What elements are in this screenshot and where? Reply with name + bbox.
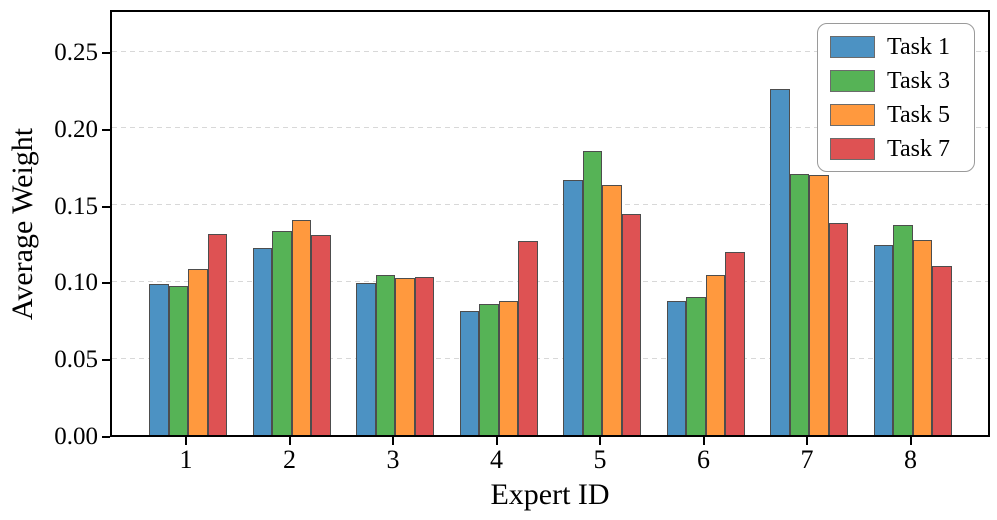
x-tick-label: 3 (386, 445, 400, 474)
gridline (112, 357, 988, 359)
bar (789, 173, 809, 435)
bar (356, 282, 376, 435)
x-tick-label: 8 (904, 445, 917, 474)
x-axis-title: Expert ID (490, 478, 610, 511)
y-tick-mark (102, 359, 110, 362)
bar (498, 301, 518, 435)
legend-label: Task 7 (887, 135, 950, 162)
bar (912, 239, 932, 435)
bar (207, 233, 227, 435)
legend-swatch (830, 35, 875, 58)
legend-item: Task 3 (830, 68, 962, 94)
bar (414, 276, 434, 435)
bar (311, 235, 331, 435)
bar (725, 252, 745, 435)
legend-item: Task 5 (830, 102, 962, 128)
bar (873, 244, 893, 435)
bar (602, 184, 622, 435)
bar (188, 269, 208, 435)
legend-label: Task 5 (887, 101, 950, 128)
bar (666, 301, 686, 435)
legend-item: Task 1 (830, 34, 962, 60)
bar (582, 150, 602, 435)
gridline (112, 50, 988, 52)
x-tick-label: 7 (800, 445, 814, 474)
bar (459, 310, 479, 435)
x-tick-label: 1 (179, 445, 193, 474)
y-tick-label: 0.20 (54, 115, 98, 143)
x-tick-mark (599, 437, 601, 445)
bar (809, 175, 829, 435)
plot-area: Task 1 Task 3 Task 5 Task 7 (110, 10, 990, 437)
bar (518, 241, 538, 435)
y-tick-mark (102, 282, 110, 285)
y-tick-label: 0.25 (54, 39, 98, 66)
x-tick-mark (288, 437, 291, 445)
legend-swatch (830, 137, 875, 160)
x-tick-label: 4 (490, 445, 503, 474)
x-tick-mark (495, 437, 498, 445)
gridline (112, 280, 988, 282)
bar (893, 224, 913, 435)
bar (168, 286, 188, 435)
y-tick-mark (102, 205, 110, 208)
x-tick-mark (909, 437, 912, 445)
y-tick-label: 0.10 (54, 269, 98, 297)
y-tick-label: 0.05 (54, 346, 98, 374)
bar (149, 284, 169, 435)
bar (375, 275, 395, 435)
x-tick-mark (702, 437, 705, 445)
y-tick-label: 0.15 (54, 192, 98, 220)
x-tick-mark (392, 437, 394, 445)
bar (291, 219, 311, 435)
y-tick-mark (102, 436, 110, 438)
x-tick-label: 2 (283, 445, 296, 474)
legend-swatch (830, 103, 875, 126)
x-tick-mark (806, 437, 808, 445)
bar (932, 266, 952, 435)
bar (770, 89, 790, 435)
legend-label: Task 3 (887, 67, 950, 94)
bar (563, 180, 583, 435)
x-tick-mark (185, 437, 187, 445)
gridline (112, 127, 988, 129)
y-tick-label: 0.00 (54, 423, 98, 450)
bar (686, 296, 706, 435)
bar (252, 247, 272, 435)
legend-item: Task 7 (830, 136, 962, 162)
bar (479, 304, 499, 435)
bar (395, 278, 415, 435)
x-tick-label: 6 (697, 445, 710, 474)
gridline (112, 204, 988, 206)
bar (705, 275, 725, 435)
legend-label: Task 1 (887, 33, 950, 60)
legend-swatch (830, 69, 875, 92)
y-tick-mark (102, 52, 110, 54)
bar (828, 223, 848, 435)
bar (272, 230, 292, 435)
x-tick-label: 5 (593, 445, 607, 474)
legend: Task 1 Task 3 Task 5 Task 7 (817, 23, 975, 172)
y-tick-mark (102, 128, 110, 131)
bar (621, 213, 641, 435)
